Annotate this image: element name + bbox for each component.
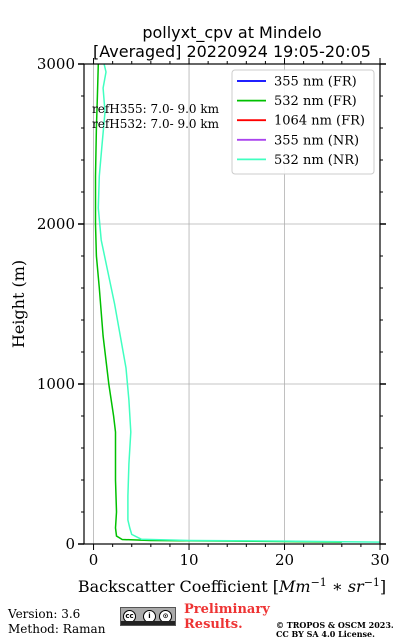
cc-by-sa-icon: cc i ⊙ — [120, 607, 176, 626]
x-tick-label: 0 — [89, 551, 99, 569]
preliminary-line2: Results. — [184, 617, 243, 632]
series-line-532-nm-fr — [94, 64, 342, 543]
copyright-line2: CC BY SA 4.0 License. — [276, 629, 375, 639]
axis-ticks — [78, 58, 386, 550]
preliminary-line1: Preliminary — [184, 602, 270, 617]
chart-title-line2: [Averaged] 20220924 19:05-20:05 — [93, 42, 371, 61]
legend-label: 532 nm (FR) — [274, 94, 357, 109]
plot-frame — [83, 63, 381, 545]
legend-label: 355 nm (NR) — [274, 133, 359, 148]
legend-label: 355 nm (FR) — [274, 75, 357, 90]
y-axis-label: Height (m) — [9, 260, 28, 348]
ref-height-355: refH355: 7.0- 9.0 km — [92, 102, 220, 116]
legend-frame — [231, 69, 375, 175]
legend-label: 1064 nm (FR) — [274, 114, 365, 129]
chart-title-line1: pollyxt_cpv at Mindelo — [142, 23, 321, 43]
y-tick-label: 1000 — [37, 375, 75, 393]
y-tick-label: 0 — [65, 535, 75, 553]
x-tick-label: 20 — [275, 551, 294, 569]
x-tick-label: 10 — [179, 551, 198, 569]
legend: 355 nm (FR) 532 nm (FR) 1064 nm (FR) 355 nm… — [231, 69, 375, 175]
ref-height-532: refH532: 7.0- 9.0 km — [92, 117, 220, 131]
series-line-532-nm-nr — [97, 64, 380, 543]
tick-labels: 0 10 20 30 0 1000 2000 3000 — [37, 55, 390, 569]
y-tick-label: 2000 — [37, 215, 75, 233]
version-text: Version: 3.6 — [8, 607, 81, 621]
by-icon: i — [143, 610, 156, 623]
cc-icon: cc — [123, 610, 136, 623]
x-axis-label: Backscatter Coefficient [Mm−1 ∗ sr−1] — [78, 576, 386, 596]
y-tick-label: 3000 — [37, 55, 75, 73]
copyright-line1: © TROPOS & OSCM 2023. — [276, 620, 394, 630]
method-text: Method: Raman — [8, 622, 106, 636]
legend-label: 532 nm (NR) — [274, 153, 359, 168]
x-tick-label: 30 — [370, 551, 389, 569]
series-layer — [94, 64, 380, 543]
